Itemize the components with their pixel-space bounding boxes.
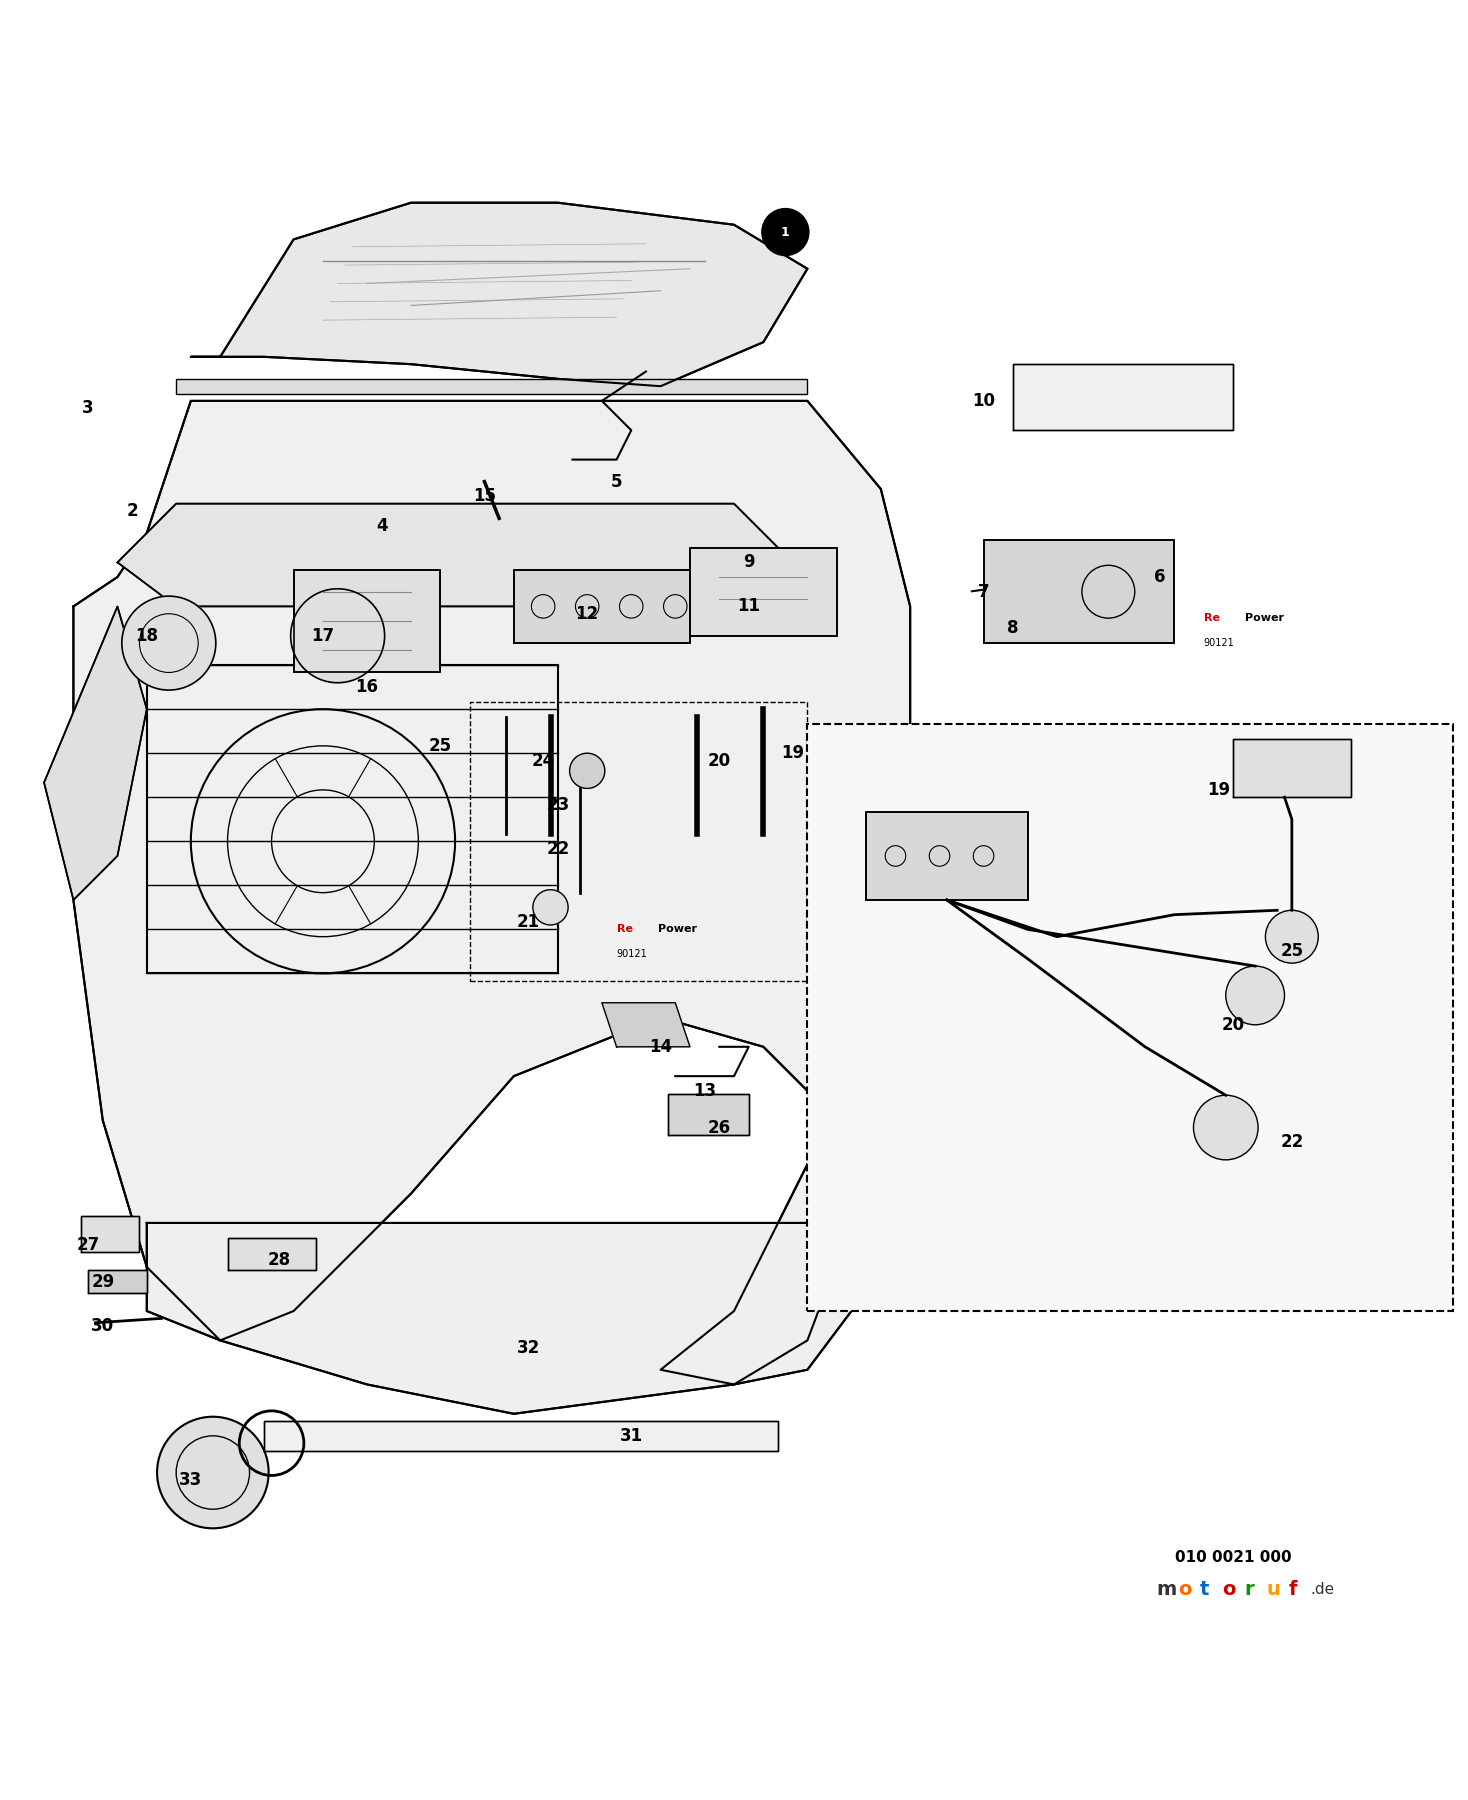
Circle shape <box>762 209 809 256</box>
Polygon shape <box>176 378 807 394</box>
Circle shape <box>1265 911 1318 963</box>
Polygon shape <box>147 1222 851 1413</box>
Polygon shape <box>191 203 807 387</box>
Text: 30: 30 <box>91 1318 115 1336</box>
Text: r: r <box>1243 1580 1254 1600</box>
Text: 8: 8 <box>1007 619 1019 637</box>
Polygon shape <box>1013 364 1233 430</box>
Circle shape <box>122 596 216 689</box>
Circle shape <box>157 1417 269 1528</box>
Text: 25: 25 <box>1280 943 1304 961</box>
Polygon shape <box>294 569 440 673</box>
Circle shape <box>1226 967 1284 1024</box>
Text: 33: 33 <box>179 1471 203 1489</box>
Text: u: u <box>1265 1580 1280 1600</box>
Text: 16: 16 <box>355 679 379 697</box>
Polygon shape <box>984 540 1174 643</box>
Polygon shape <box>117 504 793 607</box>
Text: 19: 19 <box>1207 781 1230 799</box>
Text: Power: Power <box>1245 614 1284 623</box>
Text: 18: 18 <box>135 626 159 644</box>
Bar <box>807 724 1453 1310</box>
Polygon shape <box>514 569 690 643</box>
Circle shape <box>533 889 568 925</box>
Text: 13: 13 <box>693 1082 716 1100</box>
Polygon shape <box>602 1003 690 1048</box>
Text: 6: 6 <box>1154 569 1166 587</box>
Text: 19: 19 <box>781 743 804 761</box>
Text: 20: 20 <box>1221 1015 1245 1033</box>
Text: 9: 9 <box>743 553 755 571</box>
Text: 10: 10 <box>972 392 995 410</box>
Text: Re: Re <box>617 925 633 934</box>
Text: 29: 29 <box>91 1273 115 1291</box>
Text: 12: 12 <box>575 605 599 623</box>
Polygon shape <box>866 812 1028 900</box>
Polygon shape <box>690 547 837 635</box>
Circle shape <box>1193 1094 1258 1159</box>
Text: t: t <box>1199 1580 1210 1600</box>
Text: 90121: 90121 <box>617 949 647 959</box>
Circle shape <box>570 752 605 788</box>
Text: 32: 32 <box>517 1339 540 1357</box>
Text: 22: 22 <box>546 839 570 857</box>
Text: 17: 17 <box>311 626 335 644</box>
Polygon shape <box>73 401 910 1384</box>
Text: 28: 28 <box>267 1251 291 1269</box>
Text: 25: 25 <box>429 736 452 754</box>
Polygon shape <box>807 826 998 1120</box>
Text: m: m <box>1157 1580 1176 1600</box>
Text: 90121: 90121 <box>1204 637 1235 648</box>
Text: o: o <box>1177 1580 1192 1600</box>
Text: 2: 2 <box>126 502 138 520</box>
Text: 21: 21 <box>517 913 540 931</box>
Circle shape <box>291 589 385 682</box>
Text: 23: 23 <box>546 796 570 814</box>
Text: 5: 5 <box>611 473 622 491</box>
Polygon shape <box>88 1271 147 1294</box>
Polygon shape <box>81 1215 139 1253</box>
Text: 11: 11 <box>737 598 760 616</box>
Text: f: f <box>1287 1580 1296 1600</box>
Text: 1: 1 <box>781 225 790 239</box>
Text: 26: 26 <box>708 1118 731 1136</box>
Text: 010 0021 000: 010 0021 000 <box>1174 1550 1292 1566</box>
Text: 3: 3 <box>82 400 94 418</box>
Polygon shape <box>1233 738 1351 797</box>
Text: 7: 7 <box>978 583 989 601</box>
Polygon shape <box>264 1422 778 1451</box>
Text: 27: 27 <box>76 1237 100 1255</box>
Text: 14: 14 <box>649 1039 672 1057</box>
Text: 22: 22 <box>1280 1134 1304 1152</box>
Polygon shape <box>228 1238 316 1271</box>
Text: .de: .de <box>1309 1582 1334 1597</box>
Text: 31: 31 <box>619 1427 643 1445</box>
Text: 24: 24 <box>531 752 555 770</box>
Text: 15: 15 <box>473 488 496 506</box>
Text: Re: Re <box>1204 614 1220 623</box>
Text: o: o <box>1221 1580 1236 1600</box>
Text: 20: 20 <box>708 752 731 770</box>
Polygon shape <box>44 607 147 900</box>
Text: 4: 4 <box>376 517 388 535</box>
Text: Power: Power <box>658 925 697 934</box>
Polygon shape <box>668 1094 749 1134</box>
